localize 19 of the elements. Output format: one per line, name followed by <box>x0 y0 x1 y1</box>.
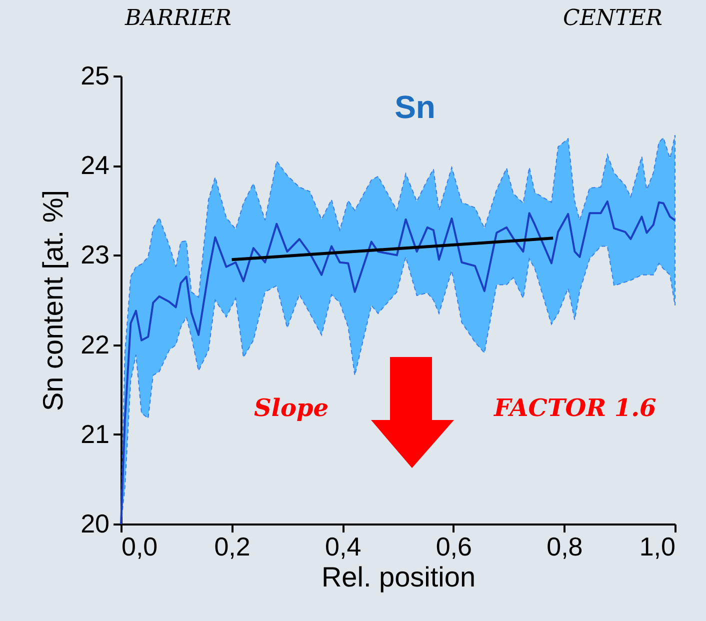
y-tick-label: 20 <box>80 508 110 538</box>
y-tick-label: 23 <box>80 240 110 270</box>
chart-title: Sn <box>394 89 436 125</box>
y-axis-title: Sn content [at. %] <box>38 190 69 412</box>
x-tick-label: 0,8 <box>546 532 583 562</box>
text: BARRIER <box>125 6 232 31</box>
x-tick-label: 0,6 <box>436 532 472 562</box>
x-tick-label: 0,2 <box>214 532 250 562</box>
y-tick-label: 25 <box>80 60 110 90</box>
x-tick-label: 0,0 <box>122 532 158 562</box>
annotation: FACTOR 1.6 <box>494 393 656 422</box>
y-tick-label: 24 <box>80 150 110 180</box>
x-tick-label: 1,0 <box>639 532 676 562</box>
y-tick-label: 21 <box>80 418 110 449</box>
y-tick-label: 22 <box>80 329 110 360</box>
x-tick-label: 0,4 <box>325 532 362 562</box>
text: CENTER <box>563 6 662 31</box>
annotation: Slope <box>254 393 329 422</box>
x-axis-title: Rel. position <box>321 562 476 592</box>
